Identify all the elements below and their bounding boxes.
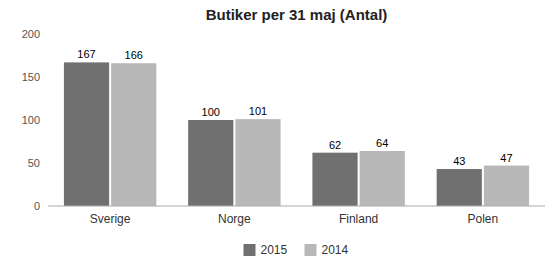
- bars: [64, 62, 529, 206]
- y-tick-label: 150: [22, 71, 40, 83]
- x-tick-label: Finland: [339, 212, 378, 226]
- data-label: 166: [125, 49, 143, 61]
- y-axis: 0 50 100 150 200: [22, 28, 40, 212]
- y-tick-label: 200: [22, 28, 40, 40]
- legend-label: 2015: [261, 243, 288, 257]
- data-label: 62: [329, 139, 341, 151]
- chart-container: Butiker per 31 maj (Antal) 0 50 100 150 200 16…: [0, 0, 559, 272]
- y-tick-label: 50: [28, 157, 40, 169]
- legend-swatch: [244, 244, 256, 256]
- x-axis-line: [48, 206, 545, 207]
- y-tick-label: 100: [22, 114, 40, 126]
- data-labels: 167 100 62 43 166 101 64 47: [77, 48, 512, 167]
- data-label: 43: [453, 155, 465, 167]
- bar: [64, 62, 109, 206]
- bar: [437, 169, 482, 206]
- chart-title: Butiker per 31 maj (Antal): [206, 6, 388, 23]
- bar: [360, 151, 405, 206]
- bar: [312, 153, 357, 206]
- bar: [484, 166, 529, 206]
- data-label: 100: [202, 106, 220, 118]
- data-label: 167: [77, 48, 95, 60]
- chart-svg: Butiker per 31 maj (Antal) 0 50 100 150 200 16…: [0, 0, 559, 272]
- x-tick-label: Sverige: [90, 212, 131, 226]
- x-axis: Sverige Norge Finland Polen: [90, 212, 498, 226]
- legend-swatch: [305, 244, 317, 256]
- bar: [188, 120, 233, 206]
- x-tick-label: Norge: [218, 212, 251, 226]
- bar: [235, 119, 280, 206]
- y-tick-label: 0: [34, 200, 40, 212]
- bar: [111, 63, 156, 206]
- data-label: 47: [500, 152, 512, 164]
- legend-label: 2014: [322, 243, 349, 257]
- data-label: 101: [249, 105, 267, 117]
- legend: 2015 2014: [244, 243, 349, 257]
- x-tick-label: Polen: [468, 212, 499, 226]
- data-label: 64: [376, 137, 388, 149]
